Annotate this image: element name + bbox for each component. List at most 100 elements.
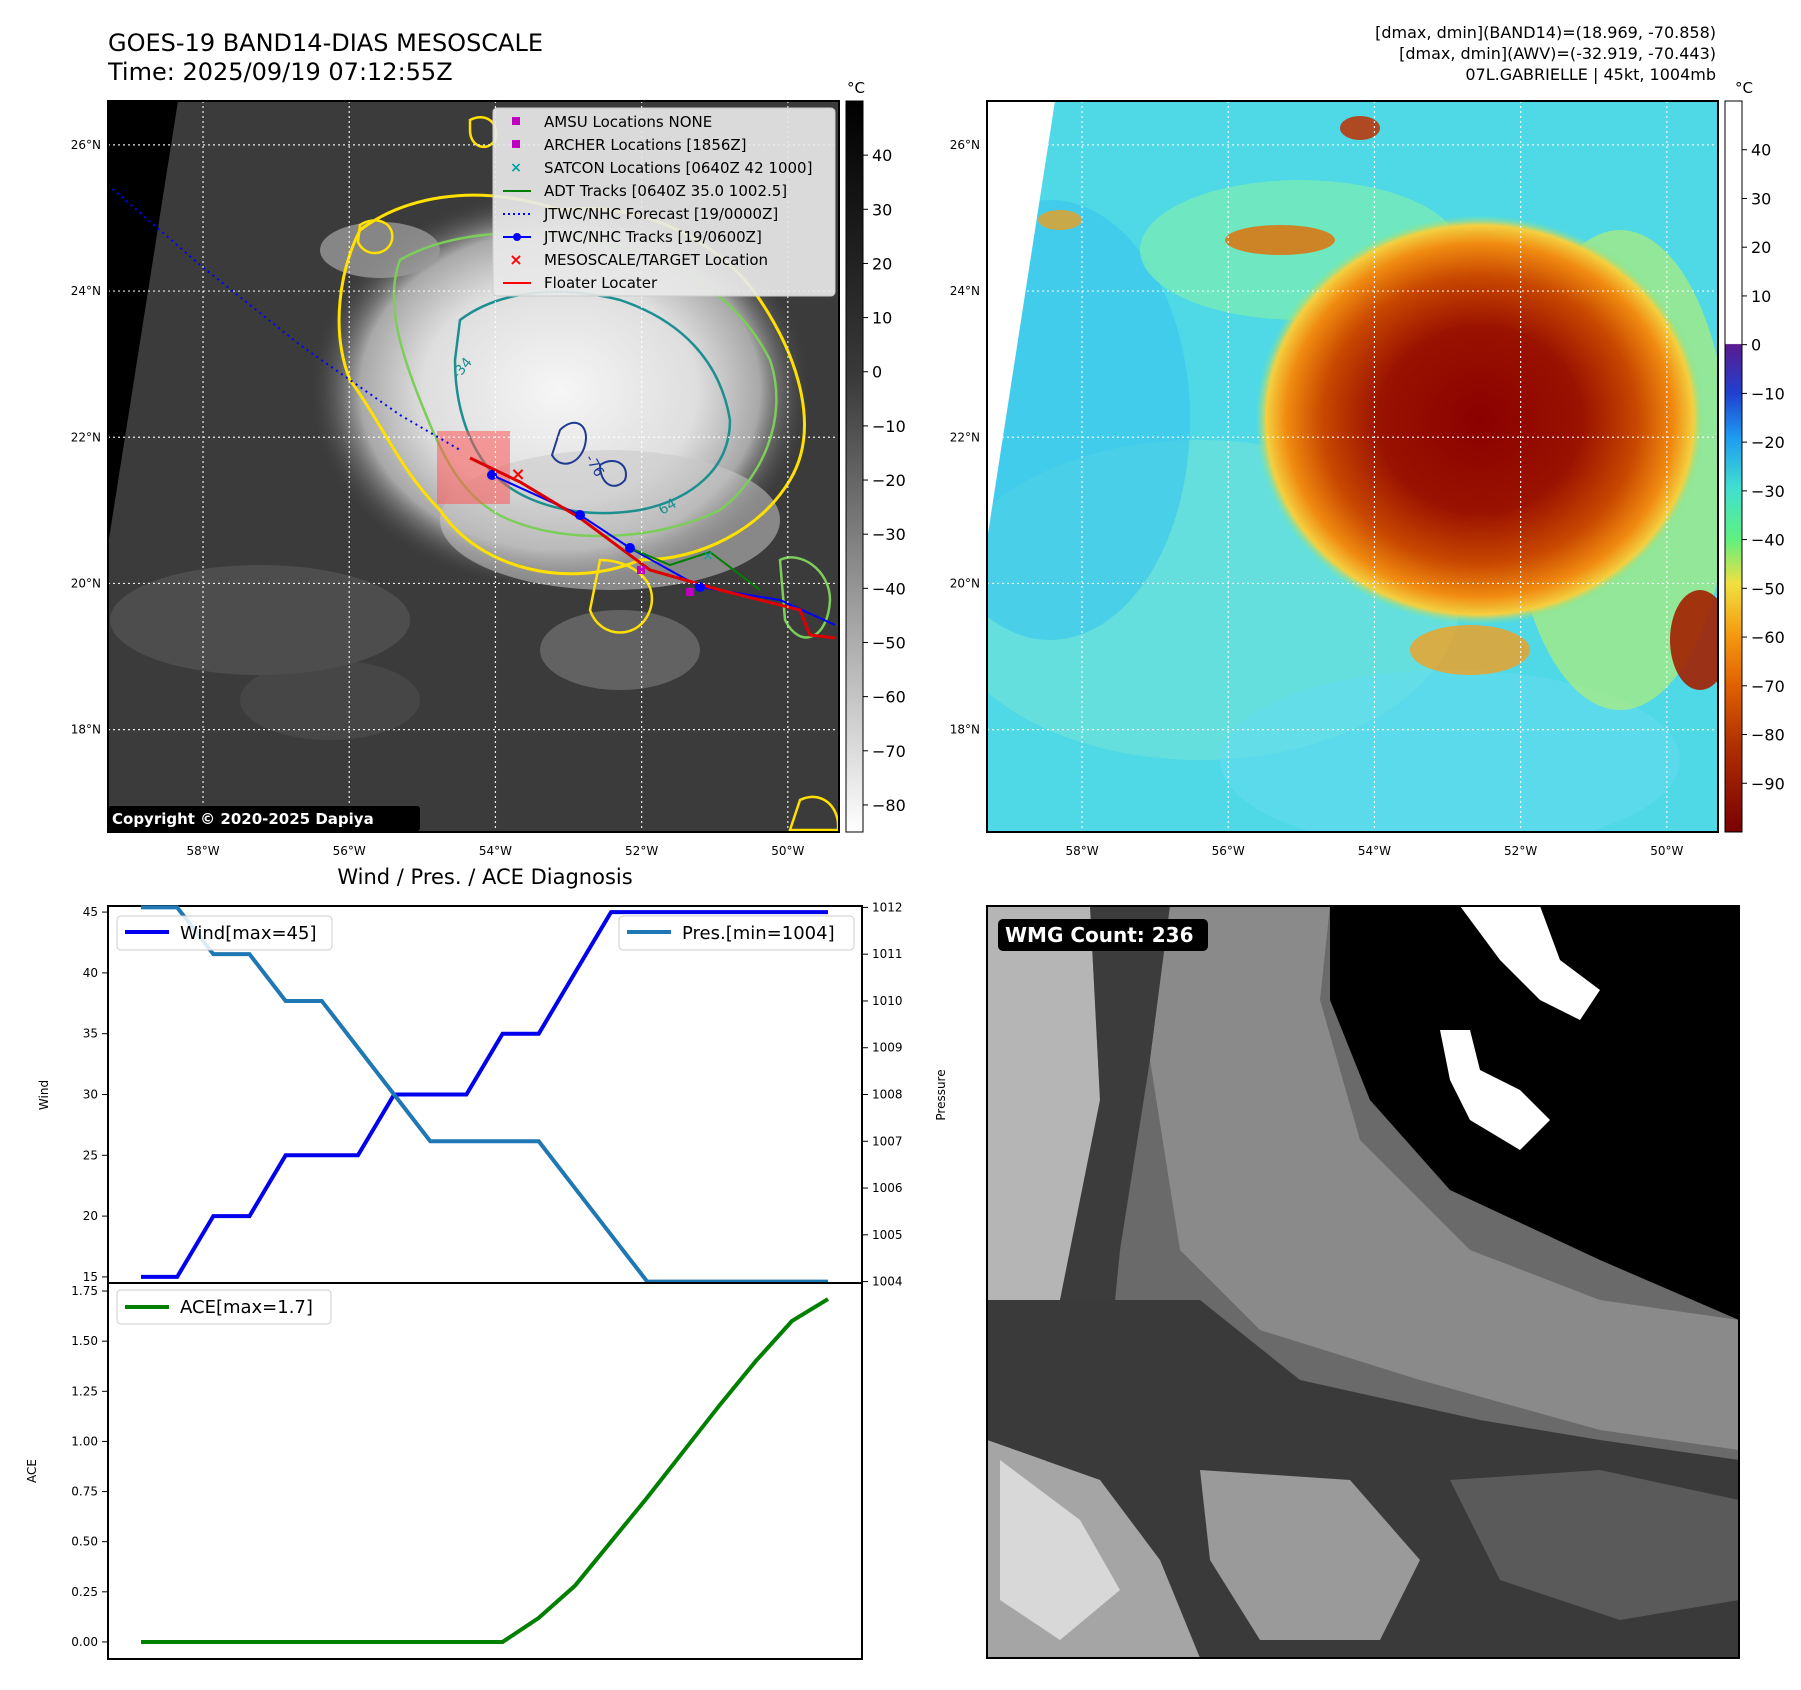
ir-colorbar-tick-label: −50 [872, 633, 906, 652]
awv-colorbar-tick-label: 40 [1751, 141, 1771, 160]
legend-adt: ADT Tracks [0640Z 35.0 1002.5] [544, 182, 787, 200]
pressure-ytick-label: 1006 [872, 1181, 903, 1195]
lat-label-22: 22°N [71, 430, 101, 444]
awv-lon-label-58: 58°W [1065, 844, 1098, 858]
svg-text:×: × [702, 548, 714, 564]
wind-pressure-chart: 15 20 25 30 35 40 45 1004 1005 1006 1007 1008 1009 1… [37, 900, 948, 1288]
awv-colorbar-tick-label: −80 [1751, 726, 1785, 745]
awv-colorbar-tick-label: 20 [1751, 238, 1771, 257]
awv-lat-label-20: 20°N [950, 576, 980, 590]
stats-line3: 07L.GABRIELLE | 45kt, 1004mb [1465, 65, 1716, 84]
lon-label-56: 56°W [333, 844, 366, 858]
awv-colorbar-tick-label: 0 [1751, 336, 1761, 355]
ace-ytick-label: 0.25 [71, 1585, 98, 1599]
lat-label-20: 20°N [71, 576, 101, 590]
figure-title-line1: GOES-19 BAND14-DIAS MESOSCALE [108, 29, 543, 57]
wind-ytick-label: 45 [83, 905, 98, 919]
ace-ytick-label: 0.00 [71, 1635, 98, 1649]
awv-colorbar-tick-label: −70 [1751, 677, 1785, 696]
copyright-box [108, 806, 420, 831]
awv-colorbar-tick-label: −50 [1751, 579, 1785, 598]
lat-label-24: 24°N [71, 284, 101, 298]
ir-panel: -34 -76 64 × × [71, 79, 906, 858]
ir-colorbar-tick-label: −40 [872, 579, 906, 598]
ir-legend: AMSU Locations NONE ARCHER Locations [18… [492, 107, 836, 297]
pressure-series-line [141, 905, 828, 1284]
awv-colorbar-tick-label: −20 [1751, 433, 1785, 452]
awv-lat-labels: 26°N 24°N 22°N 20°N 18°N [950, 138, 980, 737]
awv-colorbar-tick-label: 10 [1751, 287, 1771, 306]
ace-series-line [141, 1297, 830, 1644]
wmg-count-badge [998, 919, 1208, 951]
lon-label-58: 58°W [186, 844, 219, 858]
pressure-ytick-label: 1010 [872, 994, 903, 1008]
pressure-ytick-label: 1008 [872, 1088, 903, 1102]
ace-ytick-label: 0.75 [71, 1485, 98, 1499]
figure-title-line2: Time: 2025/09/19 07:12:55Z [107, 58, 453, 86]
wind-ytick-label: 25 [83, 1148, 98, 1162]
ir-colorbar-tick-label: 20 [872, 254, 892, 273]
wind-ytick-label: 15 [83, 1270, 98, 1284]
wind-ytick-label: 35 [83, 1027, 98, 1041]
awv-lon-label-54: 54°W [1358, 844, 1391, 858]
awv-gridlines [987, 101, 1718, 832]
floater-locator-track [469, 456, 836, 640]
ir-colorbar: °C 40 30 20 10 0 −10 −20 −30 −40 −50 −60 −70 −80 [845, 79, 906, 833]
ir-colorbar-tick-label: −20 [872, 471, 906, 490]
ir-colorbar-tick-label: −30 [872, 525, 906, 544]
awv-colorbar: °C 40 30 20 10 0 −10 −20 −30 −40 −50 −60 −70 −80 −90 [1724, 79, 1785, 833]
awv-lon-label-50: 50°W [1650, 844, 1683, 858]
ace-ytick-label: 1.00 [71, 1434, 98, 1448]
pressure-ylabel: Pressure [934, 1069, 948, 1120]
legend-jtwc-tracks: JTWC/NHC Tracks [19/0600Z] [543, 228, 762, 246]
legend-floater: Floater Locater [544, 274, 658, 292]
pressure-ytick-label: 1012 [872, 900, 903, 914]
awv-lat-label-18: 18°N [950, 723, 980, 737]
ir-colorbar-tick-label: −80 [872, 796, 906, 815]
awv-colorbar-tick-label: −90 [1751, 774, 1785, 793]
wmg-panel: WMG Count: 236 [986, 905, 1740, 1659]
ir-colorbar-tick-label: −60 [872, 688, 906, 707]
awv-colorbar-tick-label: −60 [1751, 628, 1785, 647]
stats-line2: [dmax, dmin](AWV)=(-32.919, -70.443) [1399, 44, 1716, 63]
pressure-ytick-label: 1005 [872, 1228, 903, 1242]
pressure-ytick-label: 1004 [872, 1275, 903, 1289]
mesoscale-target-box [437, 431, 510, 504]
contour-label-64: 64 [656, 496, 680, 519]
wmg-imagery [987, 906, 1739, 1658]
awv-colorbar-tick-label: −30 [1751, 482, 1785, 501]
legend-jtwc-forecast: JTWC/NHC Forecast [19/0000Z] [543, 205, 778, 223]
adt-track [629, 547, 761, 591]
wind-series-line [141, 910, 828, 1279]
awv-colorbar-tick-label: 30 [1751, 189, 1771, 208]
pressure-ytick-label: 1007 [872, 1134, 903, 1148]
awv-panel: 26°N 24°N 22°N 20°N 18°N 58°W 56°W 54°W … [950, 79, 1785, 858]
awv-lon-label-52: 52°W [1504, 844, 1537, 858]
svg-text:×: × [510, 464, 525, 485]
lon-label-52: 52°W [625, 844, 658, 858]
wind-ytick-label: 20 [83, 1209, 98, 1223]
ace-ytick-label: 1.50 [71, 1334, 98, 1348]
wind-ylabel: Wind [37, 1080, 51, 1110]
legend-archer: ARCHER Locations [1856Z] [544, 136, 747, 154]
awv-imagery [987, 101, 1718, 832]
ace-legend: ACE[max=1.7] [116, 1289, 332, 1325]
awv-lat-label-24: 24°N [950, 284, 980, 298]
ir-colorbar-tick-label: 30 [872, 200, 892, 219]
awv-colorbar-tick-label: −40 [1751, 531, 1785, 550]
pressure-ytick-label: 1009 [872, 1041, 903, 1055]
wind-ytick-label: 40 [83, 966, 98, 980]
lat-label-26: 26°N [71, 138, 101, 152]
legend-mesoscale-target: MESOSCALE/TARGET Location [544, 251, 768, 269]
awv-lon-label-56: 56°W [1212, 844, 1245, 858]
awv-colorbar-tick-label: −10 [1751, 384, 1785, 403]
ace-ytick-label: 1.75 [71, 1284, 98, 1298]
lat-label-18: 18°N [71, 723, 101, 737]
ace-legend-label: ACE[max=1.7] [180, 1297, 313, 1318]
ir-colorbar-tick-label: −10 [872, 417, 906, 436]
wmg-count-label: WMG Count: 236 [1005, 923, 1194, 947]
pressure-legend: Pres.[min=1004] [618, 915, 855, 951]
ir-lon-labels: 58°W 56°W 54°W 52°W 50°W [186, 844, 804, 858]
awv-colorbar-unit: °C [1735, 79, 1753, 97]
